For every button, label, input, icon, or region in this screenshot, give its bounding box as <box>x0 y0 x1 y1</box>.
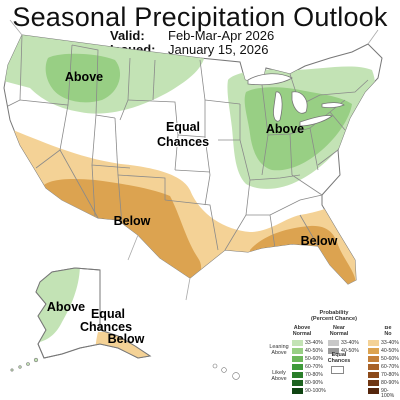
below-head-1: Be <box>384 326 392 331</box>
legend-below-range-4: 60-70% <box>381 363 399 370</box>
legend-below-swatch-3 <box>368 356 379 362</box>
legend-above-range-2: 40-50% <box>305 347 323 354</box>
lake-ontario <box>321 102 345 108</box>
valid-value: Feb-Mar-Apr 2026 <box>168 28 275 43</box>
legend-below-swatch-1 <box>368 340 379 346</box>
above-40-50-greatlakes <box>244 87 352 171</box>
leaning-1: Leaning <box>269 344 289 350</box>
above-40-50-northwest <box>45 53 121 103</box>
valid-label: Valid: <box>110 28 145 43</box>
legend-equal-chances: Equal Chances <box>323 352 355 364</box>
label-equal-bottom: Chances <box>157 135 209 149</box>
label-ak-equal-top: Equal <box>91 307 125 321</box>
valid-period: Valid: Feb-Mar-Apr 2026 <box>110 28 274 43</box>
legend-below-header: Be No <box>376 326 400 338</box>
label-above-alaska: Above <box>47 300 85 314</box>
legend-below-range-6: 80-90% <box>381 379 399 386</box>
legend-below-swatch-6 <box>368 380 379 386</box>
label-above-northwest: Above <box>65 70 103 84</box>
aleutian-islands <box>10 357 39 372</box>
legend-leaning-above: Leaning Above <box>268 344 290 356</box>
probability-legend: Probability (Percent Chance) Above Norma… <box>268 308 400 400</box>
legend-below-swatch-5 <box>368 372 379 378</box>
legend-title-line1: Probability <box>319 310 349 316</box>
alaska-outline <box>35 267 152 359</box>
legend-below-swatch-2 <box>368 348 379 354</box>
legend-near-swatch-2 <box>328 348 339 354</box>
likely-2: Above <box>271 376 287 382</box>
label-ak-equal-bottom: Chances <box>80 320 132 334</box>
lake-michigan <box>273 91 283 122</box>
label-below-alaska: Below <box>108 332 145 346</box>
legend-below-range-3: 50-60% <box>381 355 399 362</box>
legend-above-range-4: 60-70% <box>305 363 323 370</box>
below-head-2: No <box>384 330 392 337</box>
legend-above-range-6: 80-90% <box>305 379 323 386</box>
legend-near-range-1: 33-40% <box>341 339 359 346</box>
likely-1: Likely <box>272 370 286 376</box>
legend-title: Probability (Percent Chance) <box>298 310 370 322</box>
lake-huron <box>291 91 308 114</box>
above-head-1: Above <box>293 325 311 331</box>
legend-above-swatch-3 <box>292 356 303 362</box>
legend-above-swatch-5 <box>292 372 303 378</box>
page-title: Seasonal Precipitation Outlook <box>12 2 388 32</box>
lake-erie <box>299 115 333 127</box>
equal-2: Chances <box>327 358 351 364</box>
legend-below-swatch-4 <box>368 364 379 370</box>
legend-above-range-3: 50-60% <box>305 355 323 362</box>
legend-near-range-2: 40-50% <box>341 347 359 354</box>
label-above-greatlakes: Above <box>266 122 304 136</box>
legend-above-swatch-1 <box>292 340 303 346</box>
near-head-1: Near <box>333 325 345 331</box>
legend-above-range-1: 33-40% <box>305 339 323 346</box>
legend-above-range-5: 70-80% <box>305 371 323 378</box>
legend-below-range-5: 70-80% <box>381 371 399 378</box>
legend-above-range-7: 90-100% <box>305 387 326 394</box>
legend-below-range-7: 90-100% <box>381 387 395 399</box>
label-below-southwest: Below <box>114 214 151 228</box>
neighbor-borders <box>9 19 379 301</box>
legend-title-line2: (Percent Chance) <box>310 316 357 322</box>
label-below-southeast: Below <box>301 234 338 248</box>
legend-above-header: Above Normal <box>288 325 316 338</box>
great-lakes <box>247 73 345 127</box>
issued-value: January 15, 2026 <box>168 42 269 57</box>
legend-equal-swatch <box>331 366 344 374</box>
legend-above-swatch-2 <box>292 348 303 354</box>
legend-likely-above: Likely Above <box>268 370 290 382</box>
near-head-2: Normal <box>329 330 349 337</box>
legend-below-range-2: 40-50% <box>381 347 399 354</box>
leaning-2: Above <box>271 350 287 356</box>
legend-near-swatch-1 <box>328 340 339 346</box>
legend-below-range-1: 33-40% <box>381 339 399 346</box>
legend-near-header: Near Normal <box>325 325 353 338</box>
legend-above-swatch-7 <box>292 388 303 394</box>
legend-above-swatch-6 <box>292 380 303 386</box>
legend-below-swatch-7 <box>368 388 379 394</box>
above-head-2: Normal <box>292 330 312 337</box>
equal-1: Equal <box>331 352 347 358</box>
lake-superior <box>247 73 293 86</box>
legend-above-swatch-4 <box>292 364 303 370</box>
label-equal-top: Equal <box>166 120 200 134</box>
hawaii-islands <box>212 363 240 380</box>
